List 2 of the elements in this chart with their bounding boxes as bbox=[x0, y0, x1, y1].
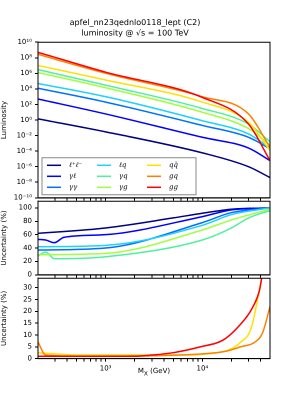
chart-title: apfel_nn23qednlo0118_lept (C2) bbox=[70, 18, 200, 27]
chart-subtitle: luminosity @ √s = 100 TeV bbox=[81, 28, 190, 38]
